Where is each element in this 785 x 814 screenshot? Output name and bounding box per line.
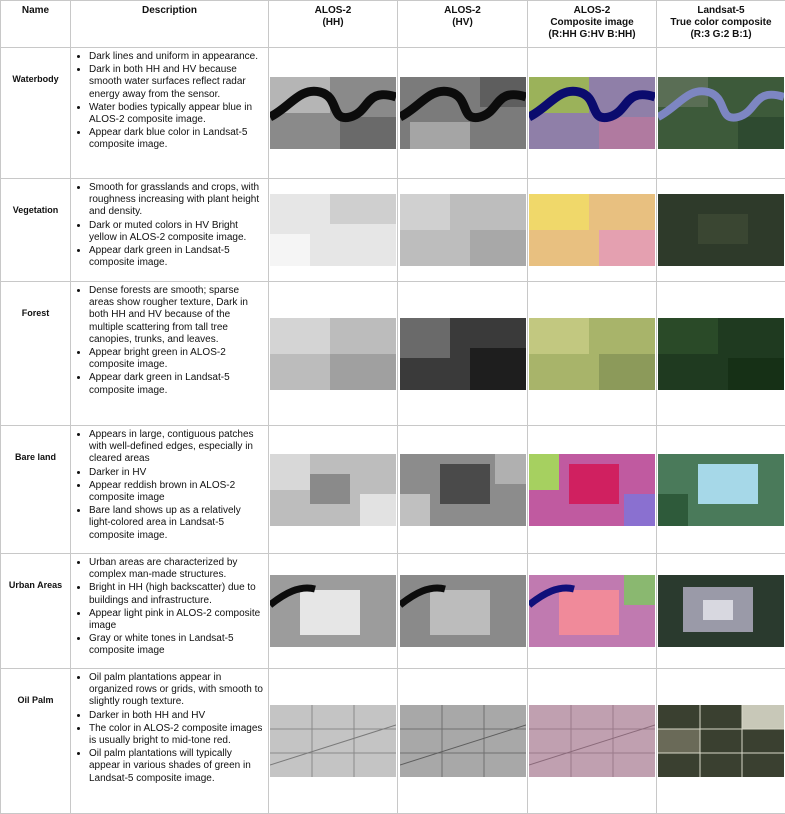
waterbody-composite-image [529, 77, 655, 149]
vegetation-hh-image [270, 194, 396, 266]
header-name: Name [0, 0, 71, 48]
description-bullet: Dark lines and uniform in appearance. [89, 51, 264, 63]
description-bullet: Appear bright green in ALOS-2 composite … [89, 347, 264, 371]
urban-hh-image [270, 575, 396, 647]
oil-palm-hh-image [270, 705, 396, 777]
class-description: Appears in large, contiguous patches wit… [70, 425, 269, 554]
forest-composite-image [529, 317, 655, 390]
description-bullet: Water bodies typically appear blue in AL… [89, 102, 264, 126]
table-row: Urban Areas Urban areas are characterize… [0, 553, 785, 669]
header-row: Name Description ALOS-2 (HH) ALOS-2 (HV) A… [0, 0, 785, 48]
waterbody-hv-image [399, 77, 526, 149]
description-bullet: Appear dark green in Landsat-5 composite… [89, 372, 264, 396]
table-row: Waterbody Dark lines and uniform in appe… [0, 47, 785, 179]
description-bullet: Dark in both HH and HV because smooth wa… [89, 64, 264, 101]
class-description: Oil palm plantations appear in organized… [70, 668, 269, 814]
bare-land-landsat-image [658, 453, 784, 526]
description-bullet: Dark or muted colors in HV Bright yellow… [89, 220, 264, 244]
oil-palm-hv-image [399, 705, 526, 777]
vegetation-landsat-image [658, 194, 784, 266]
header-description: Description [70, 0, 269, 48]
description-bullet: Gray or white tones in Landsat-5 composi… [89, 633, 264, 657]
header-hh: ALOS-2 (HH) [268, 0, 398, 48]
class-name: Bare land [0, 425, 71, 554]
description-bullet: Appear dark green in Landsat-5 composite… [89, 245, 264, 269]
urban-landsat-image [658, 575, 784, 647]
header-landsat: Landsat-5 True color composite (R:3 G:2 B:… [656, 0, 785, 48]
description-bullet: Bright in HH (high backscatter) due to b… [89, 582, 264, 606]
description-bullet: Oil palm plantations will typically appe… [89, 748, 264, 785]
oil-palm-landsat-image [658, 705, 784, 777]
waterbody-hh-image [270, 77, 396, 149]
urban-hv-image [399, 575, 526, 647]
oil-palm-composite-image [529, 705, 655, 777]
header-hv: ALOS-2 (HV) [397, 0, 528, 48]
vegetation-hv-image [399, 194, 526, 266]
class-description: Smooth for grasslands and crops, with ro… [70, 178, 269, 282]
class-name: Urban Areas [0, 553, 71, 669]
urban-composite-image [529, 575, 655, 647]
description-bullet: Oil palm plantations appear in organized… [89, 672, 264, 709]
bare-land-hh-image [270, 453, 396, 526]
description-bullet: Appear light pink in ALOS-2 composite im… [89, 608, 264, 632]
table-row: Oil Palm Oil palm plantations appear in … [0, 668, 785, 814]
class-name: Forest [0, 281, 71, 426]
table-row: Bare land Appears in large, contiguous p… [0, 425, 785, 554]
description-bullet: Darker in HV [89, 467, 264, 479]
description-bullet: Appears in large, contiguous patches wit… [89, 429, 264, 466]
class-name: Waterbody [0, 47, 71, 179]
waterbody-landsat-image [658, 77, 784, 149]
class-name: Oil Palm [0, 668, 71, 814]
vegetation-composite-image [529, 194, 655, 266]
description-bullet: Appear reddish brown in ALOS-2 composite… [89, 480, 264, 504]
header-composite: ALOS-2 Composite image (R:HH G:HV B:HH) [527, 0, 657, 48]
class-name: Vegetation [0, 178, 71, 282]
description-bullet: Bare land shows up as a relatively light… [89, 505, 264, 542]
class-description: Dense forests are smooth; sparse areas s… [70, 281, 269, 426]
description-bullet: Darker in both HH and HV [89, 710, 264, 722]
table-row: Forest Dense forests are smooth; sparse … [0, 281, 785, 426]
forest-landsat-image [658, 317, 784, 390]
bare-land-hv-image [399, 453, 526, 526]
class-description: Urban areas are characterized by complex… [70, 553, 269, 669]
forest-hv-image [399, 317, 526, 390]
class-description: Dark lines and uniform in appearance. Da… [70, 47, 269, 179]
description-bullet: The color in ALOS-2 composite images is … [89, 723, 264, 747]
description-bullet: Appear dark blue color in Landsat-5 comp… [89, 127, 264, 151]
description-bullet: Urban areas are characterized by complex… [89, 557, 264, 581]
forest-hh-image [270, 317, 396, 390]
bare-land-composite-image [529, 453, 655, 526]
description-bullet: Dense forests are smooth; sparse areas s… [89, 285, 264, 346]
description-bullet: Smooth for grasslands and crops, with ro… [89, 182, 264, 219]
table-row: Vegetation Smooth for grasslands and cro… [0, 178, 785, 282]
